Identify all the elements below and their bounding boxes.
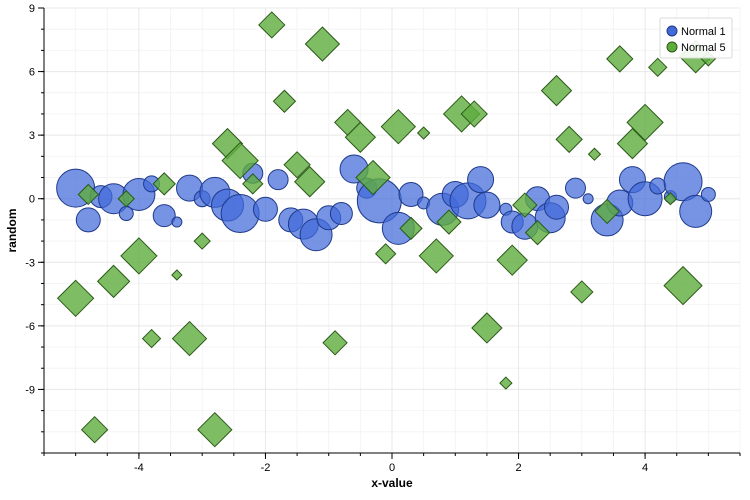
legend-label: Normal 1: [681, 26, 726, 38]
data-point: [663, 192, 678, 206]
data-point: [322, 330, 348, 356]
data-point: [344, 121, 377, 153]
data-point: [540, 74, 573, 107]
data-point: [473, 191, 501, 219]
data-point: [355, 159, 391, 196]
data-point: [467, 166, 495, 194]
data-point: [220, 194, 260, 234]
legend-label: Normal 5: [681, 42, 726, 54]
data-point: [649, 177, 667, 195]
data-point: [141, 328, 162, 349]
data-point: [197, 411, 233, 448]
data-point: [304, 26, 341, 62]
data-point: [471, 312, 503, 344]
data-point: [679, 194, 713, 228]
x-tick-label: 2: [515, 462, 521, 474]
y-tick-label: 6: [29, 67, 35, 79]
y-tick-label: 9: [29, 3, 35, 15]
x-tick-label: 0: [389, 462, 395, 474]
data-point: [460, 100, 488, 128]
data-point: [120, 237, 158, 275]
x-tick-label: -4: [134, 462, 144, 474]
data-point: [398, 181, 424, 207]
data-point: [436, 209, 462, 235]
legend-box: [659, 17, 733, 59]
series-normal-5: [56, 11, 717, 448]
y-tick-label: -9: [25, 384, 35, 396]
data-point: [171, 216, 183, 228]
data-point: [512, 192, 538, 218]
data-point: [399, 216, 423, 241]
data-point: [663, 265, 703, 306]
data-point: [56, 279, 95, 318]
x-tick-label: -2: [261, 462, 271, 474]
data-point: [193, 232, 211, 250]
y-tick-label: -3: [25, 257, 35, 269]
data-point: [616, 127, 649, 160]
data-point: [272, 89, 297, 113]
x-axis-title: x-value: [371, 476, 413, 490]
data-point: [648, 57, 668, 78]
data-point: [171, 320, 208, 357]
data-point: [77, 183, 99, 206]
data-point: [499, 376, 513, 390]
data-point: [374, 243, 397, 265]
legend: Normal 1 Normal 5: [659, 17, 733, 59]
data-point: [570, 280, 594, 304]
data-point: [700, 186, 716, 202]
data-point: [96, 264, 131, 299]
data-point: [283, 151, 311, 179]
y-tick-label: -6: [25, 321, 35, 333]
data-point: [221, 141, 259, 180]
y-tick-label: 0: [29, 194, 35, 206]
data-point: [258, 11, 286, 39]
legend-marker: [666, 25, 678, 37]
data-point: [524, 219, 551, 246]
data-point: [294, 166, 326, 198]
data-point: [171, 269, 183, 281]
data-point: [418, 238, 454, 274]
data-point: [606, 45, 634, 73]
y-axis-title: random: [5, 208, 19, 252]
data-point: [663, 162, 703, 202]
data-point: [496, 244, 528, 276]
data-point: [152, 204, 176, 228]
axes: x-value random -4 -2 0 2 4 9 6 3 0 -3 -6 -9: [5, 3, 741, 490]
data-marks: [56, 11, 717, 448]
data-point: [544, 194, 570, 220]
data-point: [564, 177, 586, 199]
data-point: [380, 108, 417, 145]
data-point: [594, 198, 620, 225]
data-point: [555, 125, 583, 154]
data-point: [416, 126, 431, 140]
data-point: [242, 173, 264, 195]
y-tick-label: 3: [29, 130, 35, 142]
data-point: [75, 207, 101, 233]
data-point: [587, 147, 602, 161]
data-point: [80, 415, 109, 444]
legend-marker: [666, 41, 678, 53]
series-normal-1: [56, 154, 716, 252]
data-point: [117, 190, 135, 208]
data-point: [329, 202, 353, 226]
data-point: [252, 196, 278, 222]
data-point: [267, 169, 289, 191]
x-tick-label: 4: [642, 462, 648, 474]
data-point: [582, 193, 594, 205]
data-point: [152, 172, 176, 196]
data-point: [626, 103, 664, 142]
grid: [43, 7, 741, 454]
